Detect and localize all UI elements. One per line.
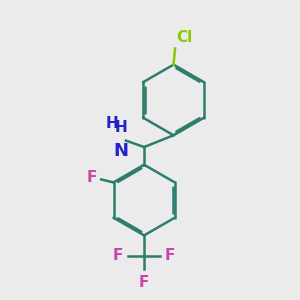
Text: H: H [105,116,118,131]
Text: F: F [87,170,97,185]
Text: F: F [165,248,175,263]
Text: Cl: Cl [176,31,193,46]
Text: F: F [113,248,124,263]
Text: F: F [139,274,149,290]
Text: H: H [114,120,127,135]
Text: N: N [113,142,128,160]
